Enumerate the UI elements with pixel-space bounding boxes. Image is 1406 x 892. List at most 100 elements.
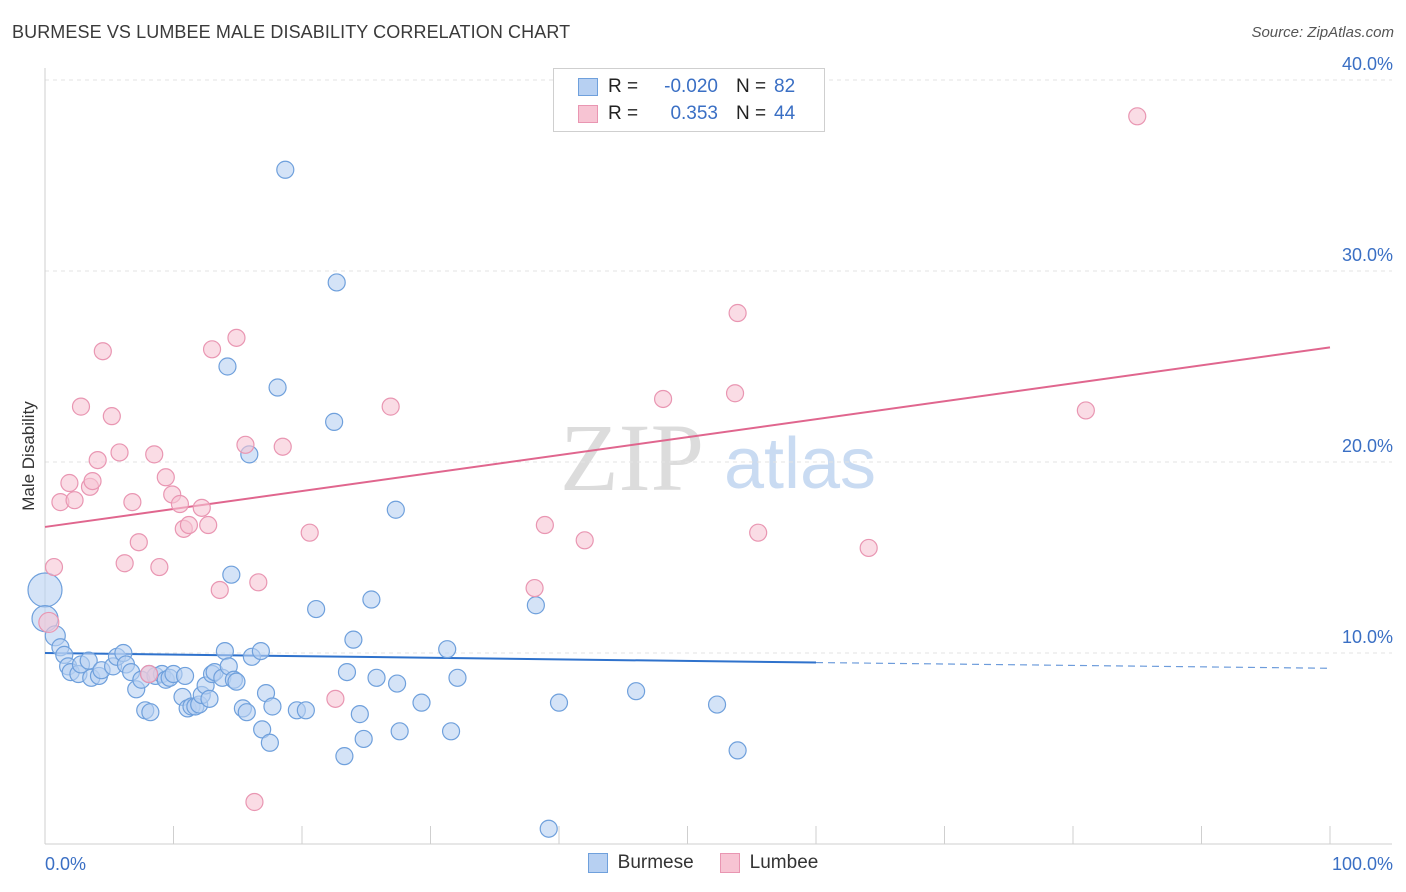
y-tick-label: 30.0% [1342,245,1393,265]
n-value: 44 [774,103,796,124]
lumbee-point [227,328,246,347]
lumbee-point [273,437,292,456]
y-tick-label: 20.0% [1342,436,1393,456]
burmese-point [222,565,241,584]
burmese-point [253,720,272,739]
legend-item-burmese[interactable]: Burmese [587,852,694,874]
lumbee-point [575,531,594,550]
burmese-point [175,666,195,686]
lumbee-point [300,523,319,542]
lumbee-point [725,384,745,403]
watermark: ZIP atlas [560,404,876,511]
lumbee-point [65,491,84,510]
legend-label: Burmese [617,852,694,873]
lumbee-point [326,689,345,708]
burmese-point [354,729,373,749]
lumbee-point [525,578,544,598]
lumbee-point [236,435,255,454]
burmese-point [412,693,431,712]
tick-labels: 10.0% 20.0% 30.0% 40.0% 0.0% 100.0% [45,54,1393,874]
lumbee-point [156,468,175,487]
burmese-point [448,668,467,687]
lumbee-point [110,443,129,462]
r-value: 0.353 [670,103,718,124]
n-value: 82 [774,76,796,97]
lumbee-point [129,533,148,552]
lumbee-point [210,580,229,600]
lumbee-point [381,397,400,416]
lumbee-point [1076,401,1095,420]
y-tick-label: 40.0% [1342,54,1393,74]
burmese-point [344,630,363,649]
lumbee-point [859,538,878,558]
series-legend: Burmese Lumbee [0,852,1406,874]
burmese-point [387,674,407,693]
burmese-point [707,695,727,714]
burmese-point [327,273,346,292]
trend-lines [44,346,1331,669]
burmese-point [218,357,237,376]
burmese-point [441,722,461,741]
burmese-point [200,689,219,708]
stats-row-lumbee: R = 0.353 N = 44 [578,102,795,126]
burmese-trend-line [44,652,817,664]
x-tick-label: 0.0% [45,854,86,874]
burmese-point [276,160,295,179]
burmese-point [268,378,287,397]
burmese-swatch [587,853,608,873]
burmese-swatch [578,78,598,96]
source-credit: Source: ZipAtlas.com [1251,24,1394,41]
watermark-atlas: atlas [724,424,876,504]
burmese-point [626,682,646,701]
lumbee-point [192,498,211,517]
lumbee-swatch [719,853,740,873]
y-axis-label: Male Disability [19,401,38,511]
lumbee-point [115,554,134,573]
lumbee-point [123,493,142,512]
lumbee-point [249,573,268,592]
lumbee-point [145,445,164,464]
lumbee-point [749,523,768,542]
x-tick-label: 100.0% [1332,854,1393,874]
lumbee-point [83,472,102,491]
burmese-point [337,662,357,682]
legend-item-lumbee[interactable]: Lumbee [719,852,819,874]
axes [44,68,1392,845]
lumbee-point [139,664,159,684]
lumbee-point [88,450,107,470]
burmese-point [362,590,381,609]
y-tick-label: 10.0% [1342,627,1393,647]
burmese-point [367,668,386,687]
burmese-point [251,641,270,661]
legend-label: Lumbee [749,852,819,873]
burmese-point [307,599,326,619]
burmese-point [438,640,457,659]
r-value: -0.020 [664,76,718,97]
burmese-point [350,705,369,724]
burmese-point [325,412,344,431]
lumbee-point [93,342,112,361]
burmese-point [141,703,160,722]
burmese-point [215,641,234,661]
lumbee-point [44,557,64,577]
r-label: R = [608,76,639,97]
lumbee-point [71,397,91,416]
burmese-trend-extension [815,661,1331,669]
stats-legend: R = -0.020 N = 82 R = 0.353 N = 44 [553,68,825,132]
burmese-point [539,819,558,838]
burmese-point [260,733,279,752]
chart-title: BURMESE VS LUMBEE MALE DISABILITY CORREL… [12,22,571,42]
lumbee-point [202,340,222,359]
burmese-point [386,500,405,519]
n-label: N = [736,103,767,124]
lumbee-point [60,473,79,493]
lumbee-point [150,557,169,577]
burmese-point [237,703,256,722]
burmese-point [27,572,63,608]
burmese-point [526,596,545,615]
burmese-point [549,693,569,712]
lumbee-point [653,389,673,409]
lumbee-point [199,515,218,535]
burmese-point [227,672,246,691]
n-label: N = [736,76,767,97]
